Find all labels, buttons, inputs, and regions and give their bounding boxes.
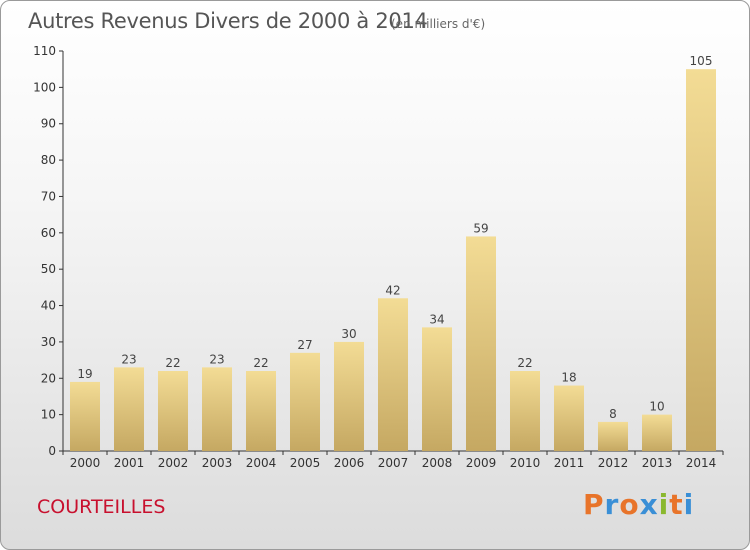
bar-2004 xyxy=(246,371,276,451)
value-label-2011: 18 xyxy=(561,371,576,385)
chart-value-labels: 19 23 22 23 22 27 30 42 34 59 22 18 8 10 105 xyxy=(77,54,712,421)
y-tick-label: 40 xyxy=(41,299,56,313)
value-label-2008: 34 xyxy=(429,312,444,326)
x-tick-label-2012: 2012 xyxy=(598,456,629,470)
bar-2001 xyxy=(114,367,144,451)
y-tick-label: 0 xyxy=(48,444,56,458)
bar-2013 xyxy=(642,414,672,451)
bar-2007 xyxy=(378,298,408,451)
bar-2005 xyxy=(290,352,320,451)
value-label-2005: 27 xyxy=(297,338,312,352)
y-tick-label: 90 xyxy=(41,117,56,131)
y-tick-label: 80 xyxy=(41,153,56,167)
bar-2012 xyxy=(598,421,628,451)
x-tick-label-2009: 2009 xyxy=(466,456,497,470)
logo-letter: x xyxy=(639,488,659,521)
x-tick-label-2001: 2001 xyxy=(114,456,145,470)
value-label-2000: 19 xyxy=(77,367,92,381)
logo-letter: i xyxy=(683,488,695,521)
x-tick-label-2006: 2006 xyxy=(334,456,365,470)
value-label-2003: 23 xyxy=(209,352,224,366)
x-tick-label-2005: 2005 xyxy=(290,456,321,470)
logo-letter: t xyxy=(669,488,684,521)
y-tick-label: 50 xyxy=(41,262,56,276)
y-tick-label: 110 xyxy=(33,44,56,58)
x-tick-label-2011: 2011 xyxy=(554,456,585,470)
proxiti-logo: Proxiti xyxy=(583,488,694,521)
bar-2011 xyxy=(554,385,584,451)
bar-2014 xyxy=(686,69,716,451)
x-tick-label-2014: 2014 xyxy=(686,456,717,470)
chart-subtitle: (en milliers d'€) xyxy=(391,17,486,31)
logo-letter: o xyxy=(619,488,640,521)
chart-bars xyxy=(70,69,716,451)
chart-axes: 0 10 20 30 40 50 60 70 80 90 100 110 2000 2001 2002 200… xyxy=(33,44,724,470)
value-label-2012: 8 xyxy=(609,407,617,421)
y-tick-label: 10 xyxy=(41,408,56,422)
logo-letter: r xyxy=(604,488,620,521)
bar-2009 xyxy=(466,236,496,451)
bar-2000 xyxy=(70,381,100,451)
value-label-2001: 23 xyxy=(121,352,136,366)
value-label-2006: 30 xyxy=(341,327,356,341)
x-tick-label-2013: 2013 xyxy=(642,456,673,470)
value-label-2004: 22 xyxy=(253,356,268,370)
value-label-2002: 22 xyxy=(165,356,180,370)
x-tick-label-2003: 2003 xyxy=(202,456,233,470)
value-label-2014: 105 xyxy=(690,54,713,68)
value-label-2013: 10 xyxy=(649,400,664,414)
bar-2003 xyxy=(202,367,232,451)
x-tick-label-2007: 2007 xyxy=(378,456,409,470)
commune-name: COURTEILLES xyxy=(37,496,166,518)
bar-2006 xyxy=(334,341,364,451)
x-tick-label-2010: 2010 xyxy=(510,456,541,470)
x-tick-label-2008: 2008 xyxy=(422,456,453,470)
value-label-2007: 42 xyxy=(385,283,400,297)
x-tick-label-2002: 2002 xyxy=(158,456,189,470)
logo-letter: i xyxy=(658,488,670,521)
y-tick-label: 20 xyxy=(41,371,56,385)
value-label-2010: 22 xyxy=(517,356,532,370)
chart-title: Autres Revenus Divers de 2000 à 2014 xyxy=(28,9,428,33)
y-tick-label: 100 xyxy=(33,80,56,94)
bar-2010 xyxy=(510,371,540,451)
bar-2002 xyxy=(158,371,188,451)
logo-letter: P xyxy=(583,488,605,521)
bar-2008 xyxy=(422,327,452,451)
x-tick-label-2000: 2000 xyxy=(70,456,101,470)
x-tick-label-2004: 2004 xyxy=(246,456,277,470)
y-tick-label: 30 xyxy=(41,335,56,349)
y-tick-label: 70 xyxy=(41,189,56,203)
value-label-2009: 59 xyxy=(473,221,488,235)
y-tick-label: 60 xyxy=(41,226,56,240)
